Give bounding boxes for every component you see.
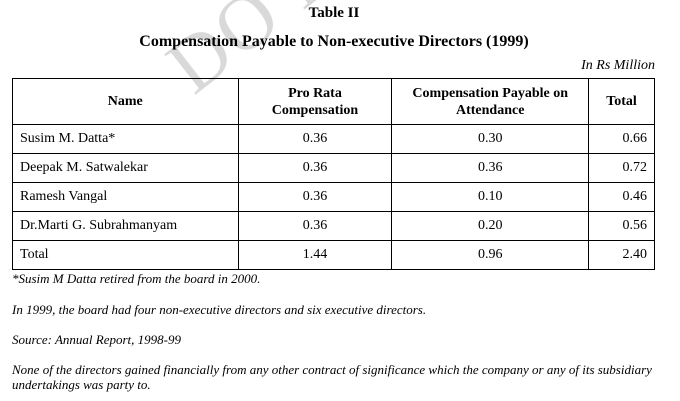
table-header-row: Name Pro Rata Compensation Compensation …	[12, 78, 655, 125]
table-label: Table II	[308, 5, 360, 21]
cell-total: 0.66	[588, 124, 655, 154]
cell-name: Deepak M. Satwalekar	[12, 153, 239, 183]
table-row: Dr.Marti G. Subrahmanyam 0.36 0.20 0.56	[12, 211, 655, 241]
table-row: Susim M. Datta* 0.36 0.30 0.66	[12, 124, 655, 154]
cell-attendance: 0.36	[391, 153, 590, 183]
table-total-row: Total 1.44 0.96 2.40	[12, 240, 655, 270]
cell-pro-rata: 0.36	[237, 153, 393, 183]
units-label: In Rs Million	[581, 58, 655, 73]
cell-attendance: 0.20	[391, 211, 590, 241]
table-row: Deepak M. Satwalekar 0.36 0.36 0.72	[12, 153, 655, 183]
cell-attendance: 0.10	[391, 182, 590, 212]
cell-attendance: 0.96	[391, 240, 590, 270]
footnote: *Susim M Datta retired from the board in…	[12, 271, 261, 286]
table-title: Compensation Payable to Non-executive Di…	[139, 33, 529, 50]
cell-pro-rata: 0.36	[237, 124, 393, 154]
header-pro-rata: Pro Rata Compensation	[237, 78, 393, 125]
cell-pro-rata: 0.36	[237, 182, 393, 212]
cell-name: Dr.Marti G. Subrahmanyam	[12, 211, 239, 241]
cell-total: 0.46	[588, 182, 655, 212]
cell-total: 0.56	[588, 211, 655, 241]
header-name: Name	[12, 78, 239, 125]
contract-note: None of the directors gained financially…	[12, 362, 652, 392]
board-note: In 1999, the board had four non-executiv…	[12, 302, 427, 317]
cell-pro-rata: 0.36	[237, 211, 393, 241]
cell-name: Total	[12, 240, 239, 270]
compensation-table: Name Pro Rata Compensation Compensation …	[12, 78, 655, 270]
cell-pro-rata: 1.44	[237, 240, 393, 270]
cell-total: 0.72	[588, 153, 655, 183]
cell-name: Ramesh Vangal	[12, 182, 239, 212]
cell-attendance: 0.30	[391, 124, 590, 154]
cell-name: Susim M. Datta*	[12, 124, 239, 154]
cell-total: 2.40	[588, 240, 655, 270]
header-total: Total	[588, 78, 655, 125]
source-note: Source: Annual Report, 1998-99	[12, 332, 181, 347]
table-row: Ramesh Vangal 0.36 0.10 0.46	[12, 182, 655, 212]
header-attendance: Compensation Payable on Attendance	[391, 78, 590, 125]
